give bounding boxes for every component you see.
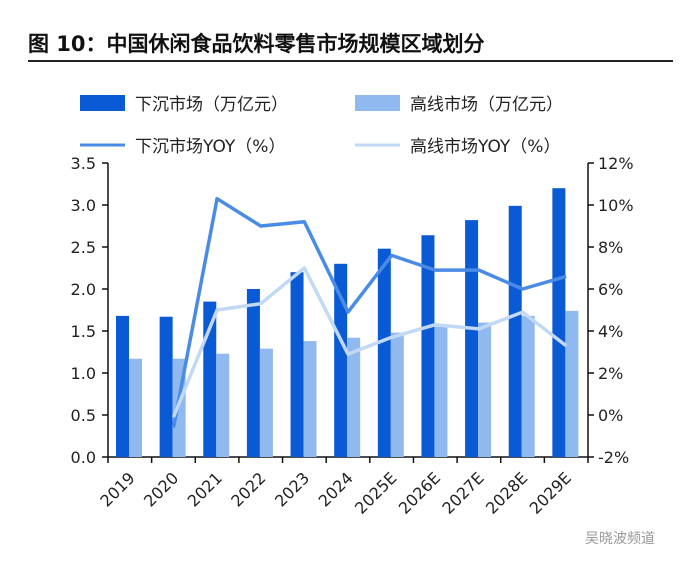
bar-higher-tier [347,337,361,457]
x-tick-label: 2022 [227,468,269,510]
bar-lower-tier [246,289,260,457]
legend-label-3: 高线市场YOY（%） [410,137,560,157]
x-tick-label: 2020 [140,468,182,510]
right-tick-label: 12% [598,154,634,173]
bar-lower-tier [508,205,522,457]
bar-lower-tier [421,235,435,457]
x-tick-label: 2029E [526,468,575,517]
bar-higher-tier [478,322,492,457]
legend-label-0: 下沉市场（万亿元） [135,95,288,115]
left-tick-label: 2.5 [71,238,96,257]
bar-higher-tier [129,358,142,457]
left-tick-label: 2.0 [71,280,96,299]
x-tick-label: 2023 [271,468,313,510]
bar-lower-tier [290,272,304,457]
title-divider [28,60,673,62]
right-tick-label: 6% [598,280,623,299]
x-tick-label: 2019 [96,468,138,510]
right-tick-label: 0% [598,406,623,425]
left-tick-label: 3.5 [71,154,96,173]
bar-higher-tier [390,332,404,457]
bar-higher-tier [565,310,579,457]
x-tick-label: 2027E [438,468,487,517]
x-tick-label: 2025E [351,468,400,517]
left-tick-label: 1.0 [71,364,96,383]
bar-higher-tier [303,341,317,457]
right-tick-label: 8% [598,238,623,257]
bar-lower-tier [334,263,348,457]
right-tick-label: 10% [598,196,634,215]
left-tick-label: 0.0 [71,448,96,467]
x-tick-label: 2026E [395,468,444,517]
right-tick-label: 4% [598,322,623,341]
bar-higher-tier [434,326,448,457]
bar-higher-tier [259,348,273,457]
legend-label-2: 下沉市场YOY（%） [135,137,285,157]
left-tick-label: 0.5 [71,406,96,425]
left-tick-label: 1.5 [71,322,96,341]
right-tick-label: 2% [598,364,623,383]
bar-higher-tier [216,353,230,457]
x-tick-label: 2028E [482,468,531,517]
chart-title: 图 10：中国休闲食品饮料零售市场规模区域划分 [28,32,485,56]
line-higher-tier-yoy [171,266,568,418]
legend-swatch-1 [355,95,400,111]
bar-higher-tier [521,315,535,457]
watermark: 吴晓波频道 [585,531,655,547]
bar-lower-tier [116,315,129,457]
legend-swatch-0 [80,95,125,111]
right-tick-label: -2% [598,448,629,467]
bar-lower-tier [159,316,173,457]
legend-label-1: 高线市场（万亿元） [410,95,563,115]
x-tick-label: 2021 [184,468,226,510]
bar-lower-tier [465,220,479,457]
bar-lower-tier [552,188,566,457]
bar-lower-tier [377,248,391,457]
line-lower-tier-yoy [171,196,567,428]
left-tick-label: 3.0 [71,196,96,215]
